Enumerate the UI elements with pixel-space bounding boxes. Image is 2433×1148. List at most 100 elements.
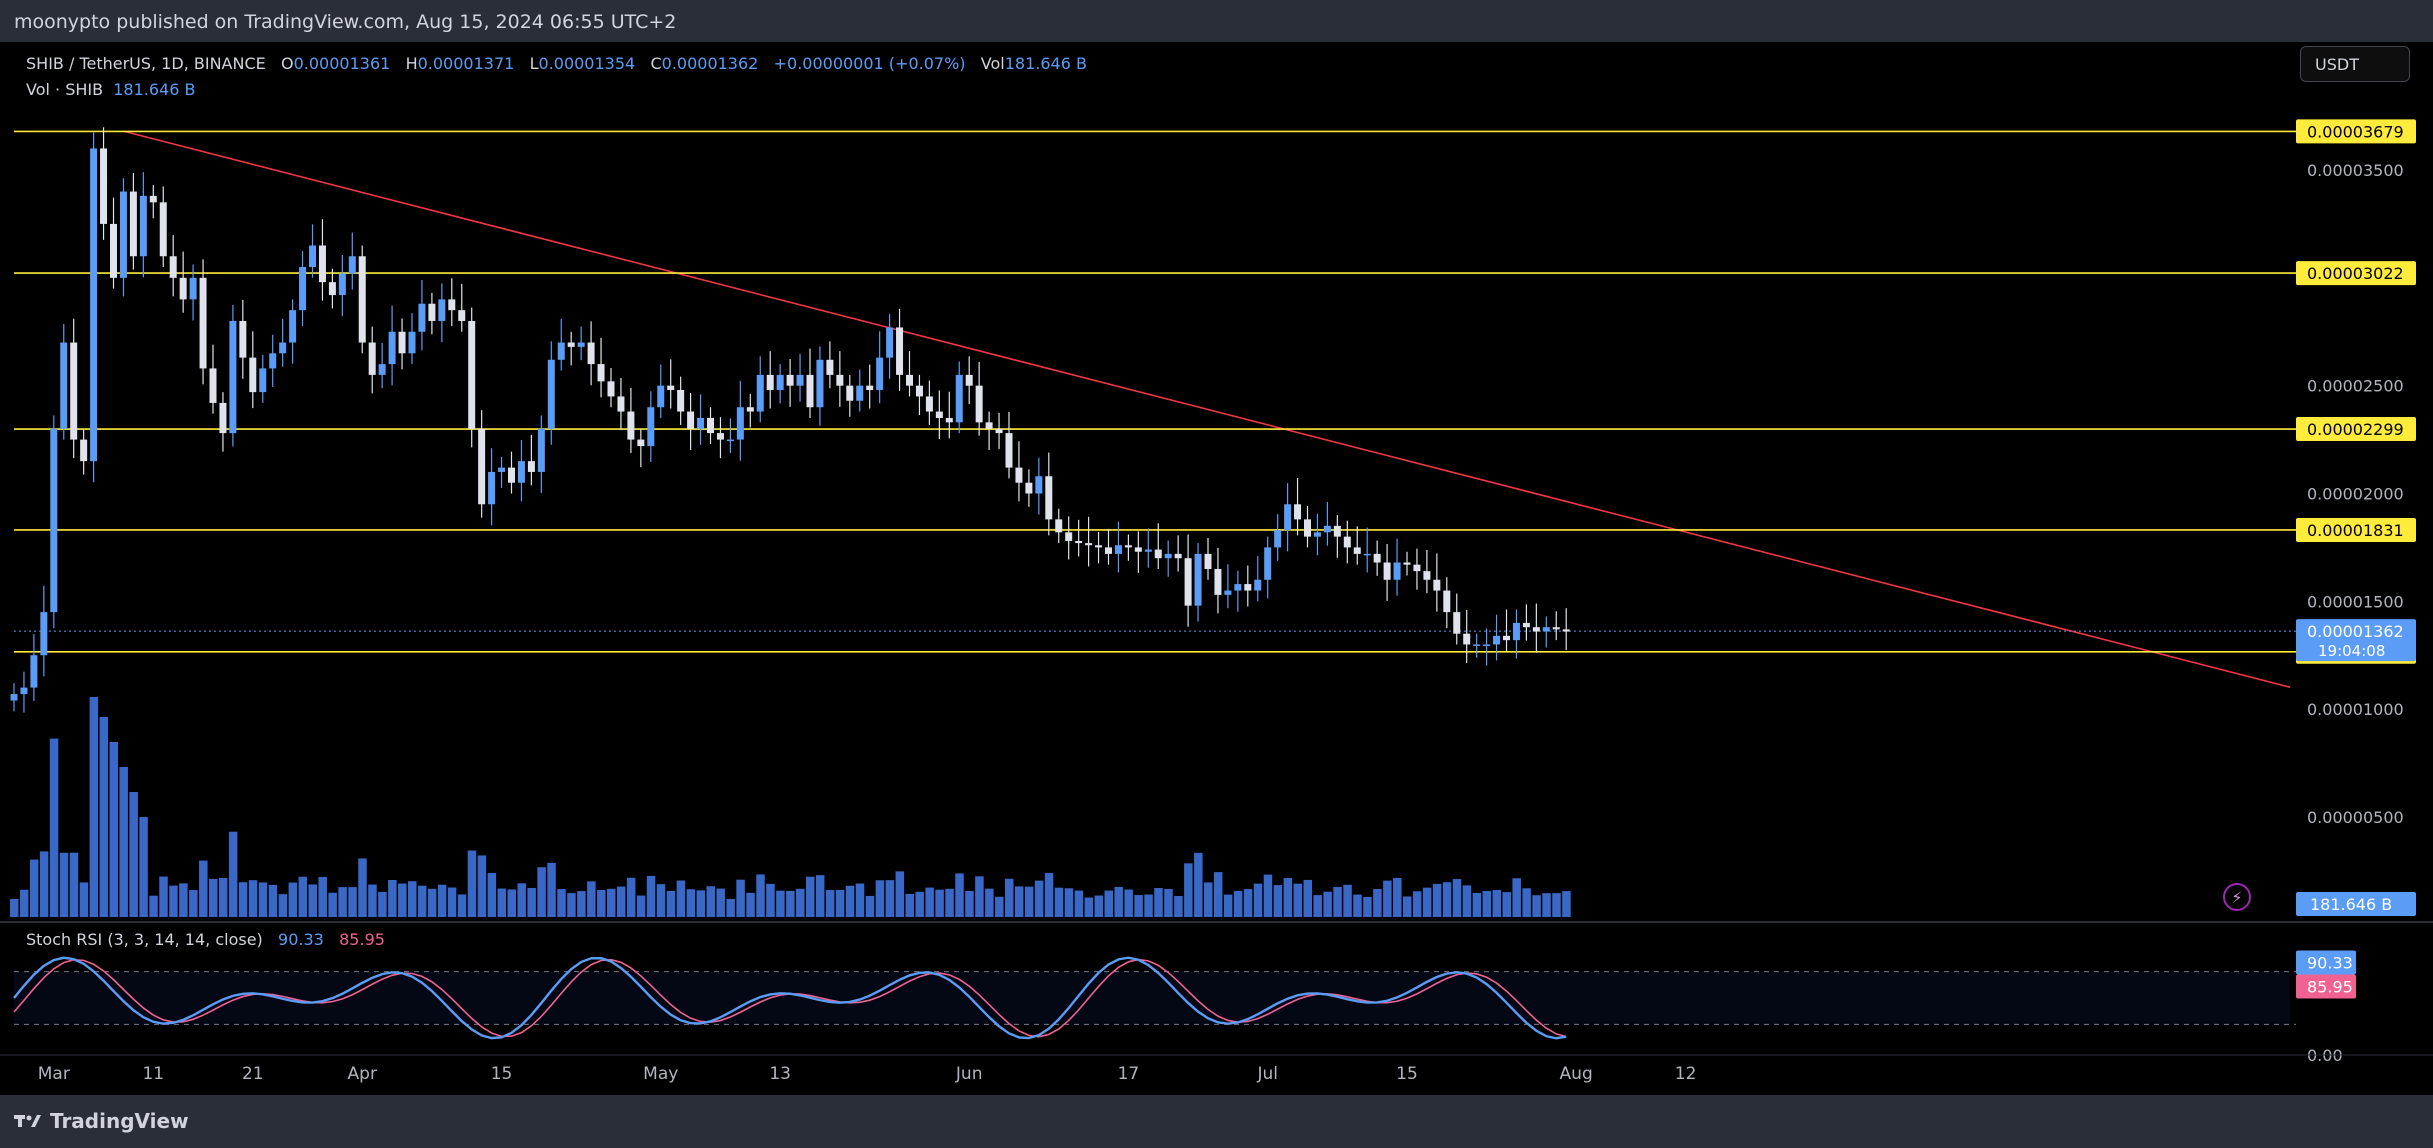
stoch-rsi-d: 85.95 — [339, 930, 385, 949]
volume-bar — [1273, 885, 1283, 917]
candle-body — [1055, 519, 1063, 533]
volume-bar — [398, 883, 407, 917]
y-tick-label: 0.00002500 — [2307, 377, 2404, 396]
volume-bar — [686, 889, 696, 917]
candle-body — [1124, 545, 1132, 548]
candle-body — [1144, 549, 1152, 552]
candle-body — [1214, 568, 1222, 595]
volume-bar — [368, 884, 377, 917]
volume-bar — [159, 876, 168, 917]
volume-bar — [676, 880, 686, 917]
volume-bar — [806, 876, 815, 917]
candle-body — [1085, 543, 1093, 546]
candle-body — [697, 418, 705, 429]
volume-bar — [169, 885, 178, 917]
candle-body — [30, 655, 38, 688]
volume-bar — [39, 851, 49, 917]
candle-body — [637, 439, 645, 447]
volume-bar — [1492, 890, 1502, 917]
volume-bar — [1323, 891, 1332, 917]
candle-body — [1522, 622, 1530, 628]
candle-body — [1532, 627, 1540, 632]
volume-bar — [1014, 886, 1024, 917]
candle-body — [1363, 553, 1371, 556]
volume-bar — [577, 891, 586, 917]
volume-bar — [487, 873, 497, 917]
candle-body — [398, 331, 406, 354]
candle-body — [159, 202, 167, 257]
volume-bar — [1243, 889, 1253, 917]
y-tick-label: 0.00000500 — [2307, 808, 2404, 827]
volume-bar — [616, 886, 626, 917]
volume-bar — [298, 876, 308, 917]
volume-bar — [517, 883, 526, 917]
publish-info: moonypto published on TradingView.com, A… — [14, 11, 677, 33]
candle-body — [478, 428, 486, 505]
candle-body — [458, 310, 466, 321]
candle-body — [995, 428, 1003, 434]
open-value: 0.00001361 — [293, 54, 391, 73]
volume-bar — [1522, 888, 1531, 917]
candle-body — [1323, 525, 1331, 533]
volume-bar — [1213, 872, 1223, 917]
candle-body — [796, 374, 804, 386]
candle-body — [1045, 476, 1053, 520]
x-tick-label: 15 — [1396, 1064, 1418, 1084]
candle-body — [1562, 629, 1570, 632]
candle-body — [1423, 571, 1431, 580]
candle-body — [348, 256, 356, 274]
level-price-label: 0.00003022 — [2307, 264, 2404, 283]
volume-bar — [1283, 877, 1293, 917]
volume-bar — [1393, 878, 1402, 917]
volume-bar — [1054, 887, 1064, 917]
volume-bar — [1074, 890, 1084, 917]
candle-body — [1005, 433, 1013, 468]
candle-body — [149, 195, 157, 203]
candle-body — [627, 411, 635, 440]
candle-body — [647, 407, 655, 447]
candle-body — [10, 694, 18, 701]
last-price-tag — [2296, 619, 2416, 662]
currency-selector[interactable]: USDT — [2300, 46, 2410, 82]
chart-area[interactable]: 0.00003500 0.00002500 0.00002000 0.00001500… — [0, 42, 2433, 1095]
brand-label: TradingView — [50, 1109, 189, 1133]
candle-body — [876, 357, 884, 390]
volume-bar — [457, 894, 467, 917]
candle-body — [20, 687, 28, 695]
volume-tag — [2296, 892, 2416, 916]
volume-bar — [1144, 894, 1153, 917]
volume-bar — [348, 887, 357, 917]
volume-bar — [497, 888, 507, 917]
ohlc-legend: SHIB / TetherUS, 1D, BINANCE O0.00001361… — [26, 54, 1087, 73]
candle-body — [299, 267, 307, 311]
volume-bar — [1154, 888, 1163, 917]
candle-body — [358, 256, 366, 343]
volume-bar — [89, 697, 99, 917]
candle-body — [1114, 545, 1122, 554]
volume-bar — [1044, 873, 1054, 917]
y-tick-label: 0.00002000 — [2307, 485, 2404, 504]
volume-bar — [1223, 894, 1233, 917]
candle-body — [309, 245, 316, 268]
lightning-icon[interactable]: ⚡ — [2223, 883, 2251, 911]
trendline — [123, 130, 2291, 688]
chart-svg[interactable]: 0.00003500 0.00002500 0.00002000 0.00001500… — [0, 42, 2433, 1095]
candle-body — [80, 439, 88, 462]
candle-body — [40, 612, 48, 656]
candle-body — [736, 407, 744, 440]
candle-body — [975, 385, 983, 423]
volume-bar — [537, 867, 546, 917]
symbol-label: SHIB / TetherUS, 1D, BINANCE — [26, 54, 266, 73]
volume-bar — [646, 875, 656, 917]
candle-body — [935, 411, 943, 419]
volume-bar — [408, 881, 417, 917]
candle-body — [1134, 547, 1142, 552]
volume-bar — [248, 880, 258, 917]
tradingview-logo[interactable]: TradingView — [14, 1109, 189, 1133]
candles — [10, 127, 1570, 713]
volume-bar — [607, 888, 616, 917]
volume-bar — [955, 873, 964, 917]
volume-bar — [358, 858, 367, 917]
candle-body — [1433, 579, 1441, 591]
candle-body — [1035, 476, 1043, 494]
